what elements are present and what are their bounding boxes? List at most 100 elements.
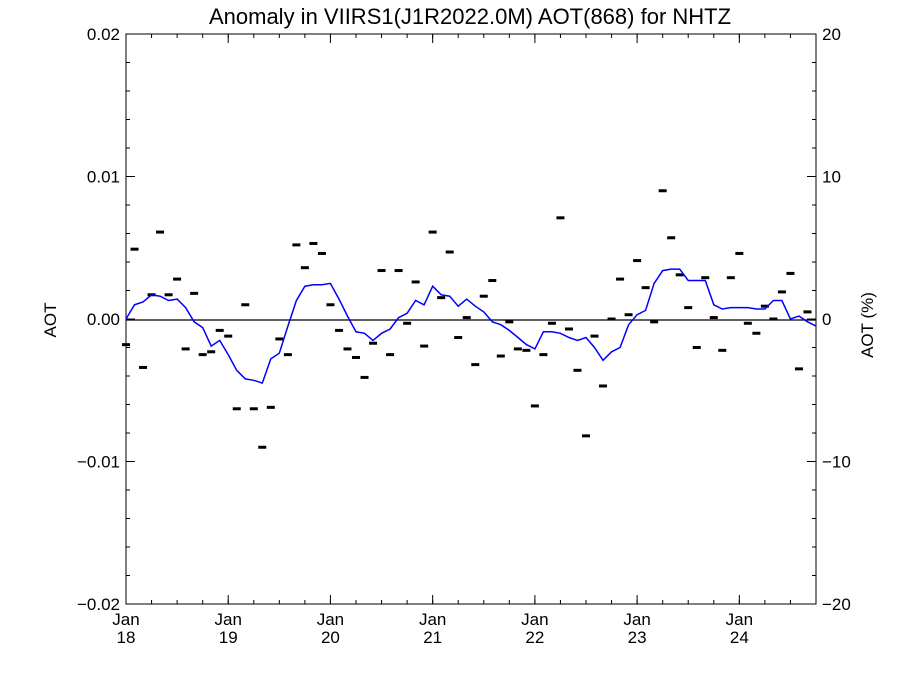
monthly-anomaly-marker: [684, 306, 693, 310]
monthly-anomaly-marker: [786, 271, 795, 275]
monthly-anomaly-marker: [386, 353, 395, 357]
monthly-anomaly-marker: [590, 334, 599, 338]
y-tick-label-right: 0: [822, 310, 831, 329]
x-tick-label-month: Jan: [215, 610, 242, 629]
y-tick-label-left: −0.02: [77, 595, 120, 614]
y-tick-label-left: 0.00: [87, 310, 120, 329]
monthly-anomaly-marker: [241, 303, 250, 307]
x-tick-label-month: Jan: [521, 610, 548, 629]
monthly-anomaly-marker: [743, 321, 752, 325]
smoothed-anomaly-line: [125, 268, 817, 385]
monthly-anomaly-marker: [343, 347, 352, 351]
monthly-anomaly-marker: [479, 294, 488, 298]
monthly-anomaly-marker: [411, 280, 420, 284]
monthly-anomaly-marker: [420, 344, 429, 348]
monthly-anomaly-marker: [667, 236, 676, 240]
monthly-anomaly-marker: [164, 293, 173, 297]
y-axis-title-left: AOT: [41, 303, 60, 338]
y-tick-label-right: 10: [822, 168, 841, 187]
monthly-anomaly-marker: [760, 304, 769, 308]
x-tick-label-year: 22: [525, 628, 544, 647]
x-tick-label-year: 24: [730, 628, 749, 647]
monthly-anomaly-marker: [573, 368, 582, 372]
monthly-anomaly-marker: [122, 343, 130, 347]
monthly-anomaly-marker: [530, 404, 539, 408]
monthly-anomaly-marker: [369, 341, 378, 345]
monthly-anomaly-marker: [352, 355, 360, 359]
monthly-anomaly-marker: [300, 266, 309, 270]
x-tick-label-year: 18: [117, 628, 136, 647]
x-tick-label-month: Jan: [317, 610, 344, 629]
monthly-anomaly-marker: [292, 243, 301, 247]
monthly-anomaly-marker: [539, 353, 548, 357]
monthly-anomaly-marker: [445, 250, 454, 254]
monthly-anomaly-marker: [650, 320, 659, 324]
monthly-anomaly-marker: [803, 310, 812, 314]
monthly-anomaly-marker: [505, 320, 514, 324]
monthly-anomaly-marker: [692, 346, 701, 349]
monthly-anomaly-marker: [547, 321, 556, 325]
right-axis-ticks: 20 10 0 −10 −20: [807, 25, 851, 614]
monthly-anomaly-marker: [777, 290, 786, 294]
monthly-anomaly-marker: [462, 316, 471, 320]
monthly-anomaly-marker: [428, 230, 437, 234]
monthly-anomaly-marker: [173, 277, 182, 281]
left-axis-ticks: 0.02 0.01 0.00 −0.01 −0.02: [77, 25, 135, 614]
monthly-anomaly-marker: [181, 347, 190, 351]
monthly-anomaly-marker: [266, 405, 275, 409]
monthly-anomaly-marker: [496, 354, 505, 358]
y-tick-label-left: 0.02: [87, 25, 120, 44]
monthly-anomaly-marker: [616, 277, 625, 281]
monthly-anomaly-marker: [556, 216, 565, 220]
y-tick-label-right: −10: [822, 453, 851, 472]
monthly-anomaly-marker: [709, 316, 718, 320]
monthly-anomaly-marker: [394, 269, 403, 273]
y-tick-label-right: 20: [822, 25, 841, 44]
monthly-anomaly-marker: [156, 230, 165, 234]
monthly-anomaly-marker: [326, 303, 335, 307]
monthly-anomaly-marker: [232, 407, 241, 411]
monthly-anomaly-marker: [215, 328, 224, 332]
monthly-anomaly-marker: [607, 317, 616, 321]
monthly-anomaly-marker: [283, 353, 292, 357]
monthly-anomaly-marker: [641, 286, 650, 290]
monthly-anomaly-marker: [522, 348, 531, 352]
monthly-anomaly-marker: [130, 247, 139, 251]
monthly-anomaly-marker: [701, 276, 710, 280]
chart-title: Anomaly in VIIRS1(J1R2022.0M) AOT(868) f…: [209, 4, 731, 29]
y-tick-label-left: −0.01: [77, 453, 120, 472]
monthly-anomaly-marker: [471, 363, 480, 367]
y-tick-label-right: −20: [822, 595, 851, 614]
monthly-anomaly-marker: [735, 251, 744, 255]
x-tick-label-month: Jan: [726, 610, 753, 629]
x-tick-label-year: 23: [628, 628, 647, 647]
monthly-anomaly-marker: [198, 353, 207, 357]
monthly-anomaly-marker: [437, 296, 446, 300]
monthly-anomaly-marker: [258, 445, 267, 449]
monthly-anomaly-marker: [794, 367, 803, 371]
monthly-anomaly-marker: [769, 317, 778, 321]
monthly-anomaly-marker: [513, 347, 522, 351]
monthly-anomaly-marker: [454, 336, 463, 340]
monthly-anomaly-marker: [207, 350, 216, 354]
monthly-anomaly-marker: [275, 337, 284, 341]
monthly-anomaly-marker: [582, 434, 590, 438]
x-tick-label-month: Jan: [112, 610, 139, 629]
monthly-anomaly-marker: [564, 327, 573, 331]
monthly-anomaly-marker: [675, 273, 684, 277]
monthly-anomaly-marker: [224, 334, 233, 338]
monthly-anomaly-marker: [377, 269, 386, 273]
x-tick-label-year: 19: [219, 628, 238, 647]
monthly-anomaly-markers: [122, 189, 812, 449]
monthly-anomaly-marker: [726, 276, 735, 280]
x-tick-label-year: 20: [321, 628, 340, 647]
monthly-anomaly-marker: [624, 313, 633, 317]
monthly-anomaly-marker: [658, 189, 667, 193]
monthly-anomaly-marker: [488, 279, 497, 283]
monthly-anomaly-marker: [309, 241, 318, 245]
x-tick-label-month: Jan: [419, 610, 446, 629]
monthly-anomaly-marker: [403, 321, 412, 325]
monthly-anomaly-marker: [752, 331, 761, 335]
